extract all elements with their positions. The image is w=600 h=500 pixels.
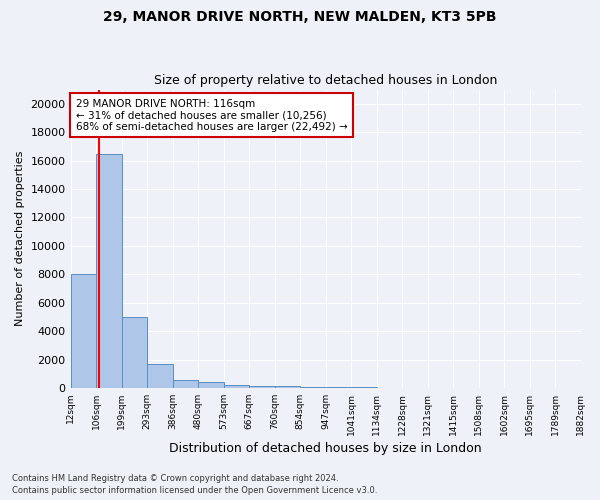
Bar: [147, 364, 173, 388]
Bar: [300, 386, 326, 388]
Bar: [326, 387, 351, 388]
Bar: [224, 384, 249, 388]
Y-axis label: Number of detached properties: Number of detached properties: [15, 151, 25, 326]
Title: Size of property relative to detached houses in London: Size of property relative to detached ho…: [154, 74, 497, 87]
Text: 29 MANOR DRIVE NORTH: 116sqm
← 31% of detached houses are smaller (10,256)
68% o: 29 MANOR DRIVE NORTH: 116sqm ← 31% of de…: [76, 98, 347, 132]
Bar: [71, 274, 96, 388]
Bar: [96, 154, 122, 388]
Bar: [122, 317, 147, 388]
Bar: [198, 382, 224, 388]
Bar: [173, 380, 198, 388]
Text: 29, MANOR DRIVE NORTH, NEW MALDEN, KT3 5PB: 29, MANOR DRIVE NORTH, NEW MALDEN, KT3 5…: [103, 10, 497, 24]
Bar: [249, 386, 275, 388]
Bar: [275, 386, 300, 388]
X-axis label: Distribution of detached houses by size in London: Distribution of detached houses by size …: [169, 442, 482, 455]
Text: Contains HM Land Registry data © Crown copyright and database right 2024.
Contai: Contains HM Land Registry data © Crown c…: [12, 474, 377, 495]
